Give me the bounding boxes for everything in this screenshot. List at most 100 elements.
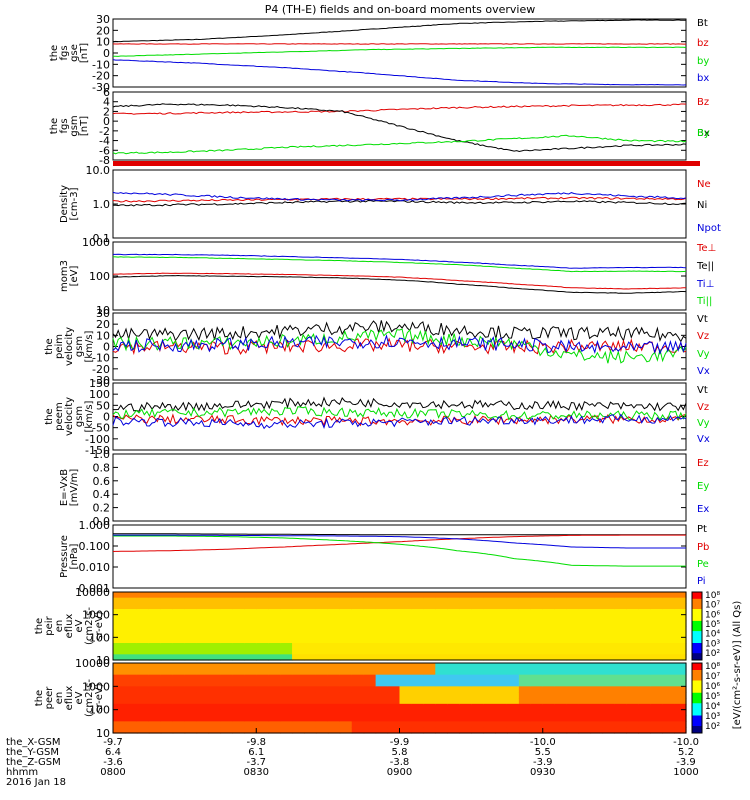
- heatmap-cell: [459, 709, 472, 717]
- colorbar-cell-top: [692, 619, 702, 622]
- heatmap-cell: [638, 620, 651, 627]
- heatmap-cell: [280, 637, 293, 644]
- heatmap-cell: [268, 674, 281, 682]
- heatmap-cell: [614, 620, 627, 627]
- heatmap-cell: [327, 715, 341, 722]
- heatmap-cell: [411, 663, 424, 670]
- heatmap-cell: [518, 648, 532, 655]
- heatmap-cell: [375, 721, 389, 728]
- heatmap-cell: [530, 663, 544, 670]
- heatmap-cell: [411, 674, 424, 682]
- heatmap-cell: [244, 663, 257, 670]
- heatmap-cell: [614, 680, 627, 687]
- heatmap-cell: [578, 603, 592, 610]
- heatmap-cell: [495, 709, 508, 717]
- heatmap-cell: [184, 592, 198, 599]
- heatmap-cell: [327, 631, 341, 638]
- heatmap-cell: [244, 631, 257, 638]
- colorbar-cell-top: [692, 605, 702, 608]
- heatmap-cell: [208, 680, 222, 687]
- heatmap-cell: [375, 727, 389, 734]
- heatmap-cell: [256, 709, 269, 717]
- panel-p10: 10000 1000 100 10 the peer en eflux eV (cm2-s-sr-…: [34, 657, 687, 740]
- heatmap-cell: [184, 620, 198, 627]
- heatmap-cell: [566, 680, 580, 687]
- heatmap-cell: [256, 631, 269, 638]
- heatmap-cell: [662, 648, 675, 655]
- heatmap-cell: [578, 727, 592, 734]
- heatmap-cell: [220, 686, 233, 693]
- heatmap-cell: [554, 631, 568, 638]
- heatmap-cell: [339, 674, 353, 682]
- colorbar-cell-bottom: [692, 724, 702, 727]
- heatmap-cell: [304, 626, 317, 633]
- legend-entry: Te||: [696, 261, 714, 272]
- heatmap-cell: [172, 680, 186, 687]
- heatmap-cell: [351, 680, 365, 687]
- heatmap-cell: [196, 703, 210, 711]
- heatmap-cell: [268, 698, 281, 705]
- heatmap-cell: [411, 680, 424, 687]
- heatmap-cell: [160, 614, 174, 621]
- heatmap-cell: [447, 721, 460, 728]
- heatmap-cell: [411, 698, 424, 705]
- y-tick-label: 0: [103, 47, 110, 60]
- y-axis-label: (cm2-s-: [84, 607, 95, 645]
- heatmap-cell: [124, 643, 138, 650]
- colorbar-cell-top: [692, 634, 702, 637]
- heatmap-cell: [327, 727, 341, 734]
- colorbar-cell-bottom: [692, 712, 702, 715]
- colorbar-cell-top: [692, 646, 702, 649]
- y-axis-label: the: [49, 118, 60, 134]
- heatmap-cell: [292, 686, 305, 693]
- heatmap-cell: [602, 626, 615, 633]
- heatmap-cell: [542, 686, 556, 693]
- heatmap-cell: [578, 592, 592, 599]
- heatmap-cell: [447, 686, 460, 693]
- heatmap-cell: [327, 654, 341, 661]
- heatmap-cell: [280, 686, 293, 693]
- heatmap-cell: [590, 592, 604, 599]
- heatmap-cell: [136, 609, 150, 616]
- x-tick-label: -10.0: [530, 737, 556, 748]
- colorbar-cell-bottom: [692, 664, 702, 667]
- heatmap-cell: [638, 674, 651, 682]
- heatmap-cell: [172, 620, 186, 627]
- heatmap-cell: [566, 703, 580, 711]
- heatmap-cell: [495, 643, 508, 650]
- heatmap-cell: [363, 663, 377, 670]
- heatmap-cell: [363, 709, 377, 717]
- heatmap-cell: [423, 663, 436, 670]
- heatmap-cell: [256, 643, 269, 650]
- heatmap-cell: [626, 648, 639, 655]
- heatmap-cell: [327, 663, 341, 670]
- heatmap-cell: [614, 603, 627, 610]
- heatmap-cell: [602, 597, 615, 604]
- heatmap-cell: [423, 727, 436, 734]
- heatmap-cell: [459, 603, 472, 610]
- heatmap-cell: [124, 686, 138, 693]
- heatmap-cell: [315, 592, 329, 599]
- heatmap-cell: [626, 597, 639, 604]
- x-tick-label: -3.9: [533, 757, 553, 768]
- heatmap-cell: [626, 727, 639, 734]
- heatmap-cell: [435, 603, 448, 610]
- series-line-bx: [112, 59, 687, 86]
- heatmap-cell: [674, 614, 687, 621]
- heatmap-cell: [411, 721, 424, 728]
- heatmap-cell: [650, 631, 663, 638]
- status-band: [113, 161, 700, 166]
- heatmap-cell: [638, 648, 651, 655]
- heatmap-cell: [638, 686, 651, 693]
- series-line-Ti⊥: [113, 253, 687, 269]
- heatmap-cell: [399, 614, 413, 621]
- heatmap-cell: [304, 597, 317, 604]
- heatmap-cell: [590, 614, 604, 621]
- heatmap-cell: [530, 692, 544, 699]
- heatmap-cell: [602, 637, 615, 644]
- heatmap-cell: [578, 654, 592, 661]
- heatmap-cell: [518, 709, 532, 717]
- heatmap-cell: [339, 620, 353, 627]
- heatmap-cell: [160, 663, 174, 670]
